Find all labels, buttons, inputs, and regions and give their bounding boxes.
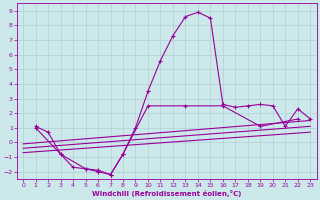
X-axis label: Windchill (Refroidissement éolien,°C): Windchill (Refroidissement éolien,°C) <box>92 190 241 197</box>
